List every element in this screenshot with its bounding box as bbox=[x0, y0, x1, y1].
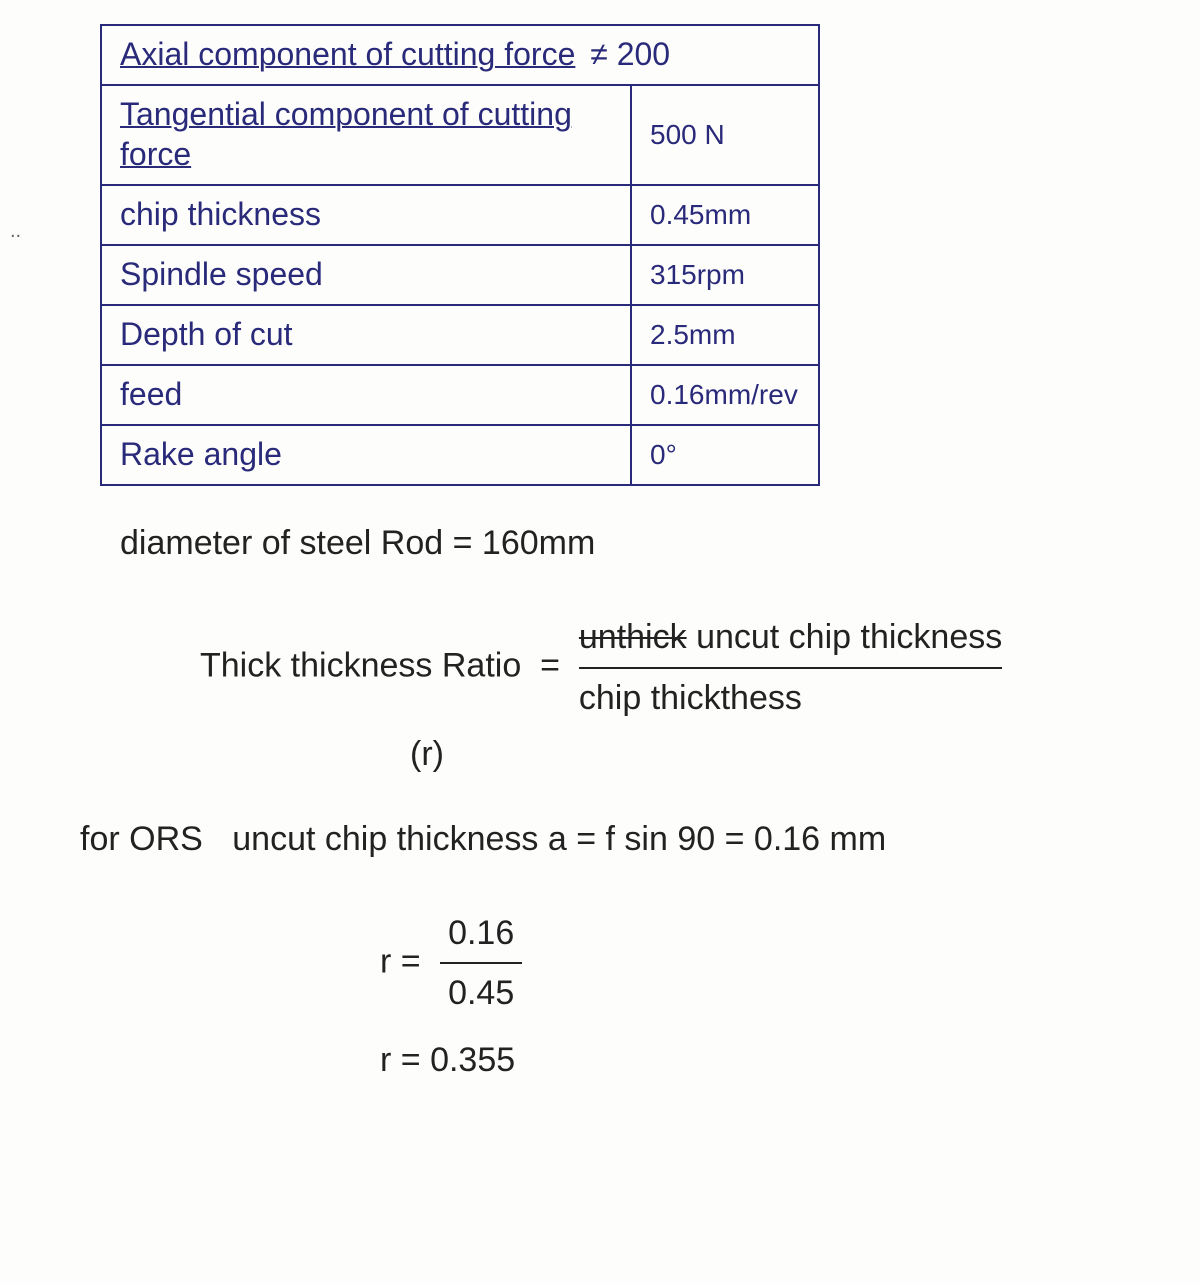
row-label: Rake angle bbox=[101, 425, 631, 485]
ratio-symbol: (r) bbox=[410, 735, 444, 773]
row-value: 0.16mm/rev bbox=[631, 365, 819, 425]
calc-r-bot: 0.45 bbox=[440, 962, 522, 1020]
row-label: Axial component of cutting force bbox=[120, 36, 575, 72]
row-value: ≠ 200 bbox=[590, 36, 670, 72]
ratio-fraction: unthick uncut chip thickness chip thickt… bbox=[579, 610, 1002, 725]
calc-r-lhs: r = bbox=[380, 942, 421, 980]
table-row: Axial component of cutting force ≠ 200 bbox=[101, 25, 819, 85]
calc-r-result: r = 0.355 bbox=[380, 1041, 515, 1079]
parameters-table: Axial component of cutting force ≠ 200 T… bbox=[100, 24, 820, 486]
table-row: Spindle speed 315rpm bbox=[101, 245, 819, 305]
table-row: Tangential component of cutting force 50… bbox=[101, 85, 819, 185]
calc-r-top: 0.16 bbox=[440, 906, 522, 962]
ratio-label: Thick thickness Ratio bbox=[200, 647, 521, 685]
ors-text: uncut chip thickness a = f sin 90 = 0.16… bbox=[232, 820, 886, 858]
table-row: Depth of cut 2.5mm bbox=[101, 305, 819, 365]
ratio-bot: chip thickthess bbox=[579, 667, 1002, 725]
row-label: chip thickness bbox=[101, 185, 631, 245]
table-row: Rake angle 0° bbox=[101, 425, 819, 485]
table-row: feed 0.16mm/rev bbox=[101, 365, 819, 425]
row-label: feed bbox=[101, 365, 631, 425]
row-value: 0.45mm bbox=[631, 185, 819, 245]
ratio-top: uncut chip thickness bbox=[696, 618, 1002, 656]
row-value: 315rpm bbox=[631, 245, 819, 305]
calc-r-fraction: 0.16 0.45 bbox=[440, 906, 522, 1021]
row-value: 0° bbox=[631, 425, 819, 485]
row-value: 2.5mm bbox=[631, 305, 819, 365]
row-label: Depth of cut bbox=[101, 305, 631, 365]
margin-mark: .. bbox=[10, 220, 21, 243]
row-label: Spindle speed bbox=[101, 245, 631, 305]
ratio-strike: unthick bbox=[579, 618, 687, 656]
table-row: chip thickness 0.45mm bbox=[101, 185, 819, 245]
diameter-line: diameter of steel Rod = 160mm bbox=[120, 516, 1160, 570]
ors-prefix: for ORS bbox=[80, 820, 203, 858]
row-value: 500 N bbox=[631, 85, 819, 185]
row-label: Tangential component of cutting force bbox=[120, 96, 572, 172]
